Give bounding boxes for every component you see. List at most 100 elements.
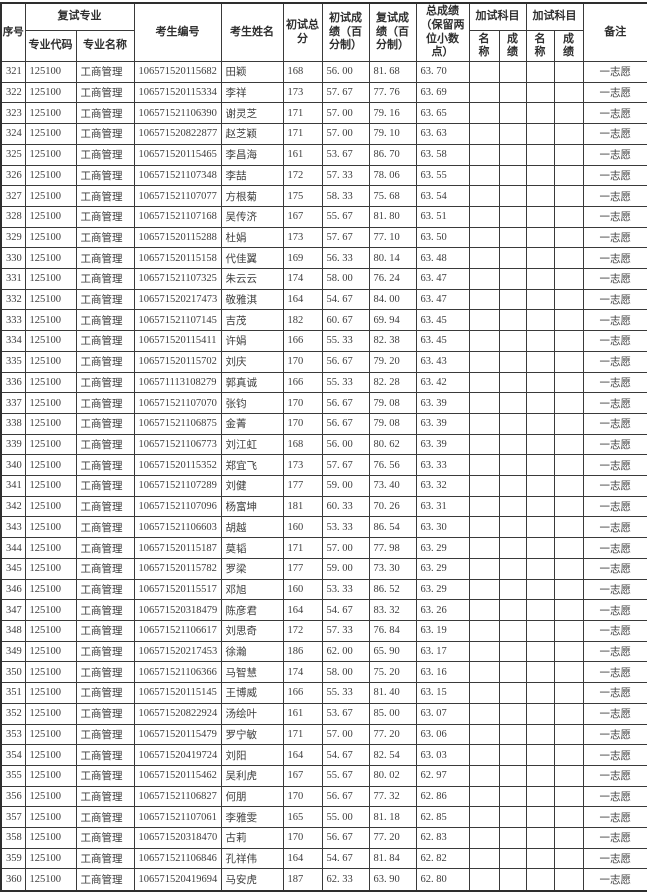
remark-cell: 一志愿 xyxy=(582,495,647,518)
header-extra-subject-group-1: 加试科目 xyxy=(468,2,527,32)
table-row: 334 125100 工商管理 106571520115411 许娟 166 55. 33 8… xyxy=(0,330,647,352)
row-no-cell: 332 xyxy=(0,288,26,311)
extra2-name-cell xyxy=(525,123,555,145)
remark-cell: 一志愿 xyxy=(582,640,647,663)
candidate-id-cell: 106571521106875 xyxy=(133,412,222,435)
extra1-name-cell xyxy=(468,702,500,725)
extra2-name-cell xyxy=(525,516,555,539)
initial-score-cell: 56. 00 xyxy=(321,433,370,456)
candidate-id-cell: 106571521107325 xyxy=(133,268,222,290)
extra1-score-cell xyxy=(498,226,527,249)
major-code-cell: 125100 xyxy=(24,81,77,104)
initial-total-cell: 173 xyxy=(282,226,323,249)
candidate-id-cell: 106571521106773 xyxy=(133,433,222,456)
header-major-name: 专业名称 xyxy=(75,30,135,62)
extra2-name-cell xyxy=(525,454,555,477)
candidate-name-cell: 王博威 xyxy=(220,682,284,704)
extra2-score-cell xyxy=(553,309,584,332)
remark-cell: 一志愿 xyxy=(582,475,647,497)
row-no-cell: 342 xyxy=(0,495,26,518)
extra2-name-cell xyxy=(525,371,555,394)
retest-score-cell: 78. 06 xyxy=(368,164,417,187)
retest-score-cell: 81. 68 xyxy=(368,61,417,83)
remark-cell: 一志愿 xyxy=(582,744,647,766)
candidate-name-cell: 李雅雯 xyxy=(220,806,284,829)
extra2-name-cell xyxy=(525,785,555,808)
initial-total-cell: 182 xyxy=(282,309,323,332)
row-no-cell: 340 xyxy=(0,454,26,477)
extra2-name-cell xyxy=(525,868,555,891)
initial-total-cell: 186 xyxy=(282,640,323,663)
extra1-name-cell xyxy=(468,61,500,83)
header-row-no: 序号 xyxy=(0,2,26,62)
major-code-cell: 125100 xyxy=(24,102,77,125)
major-code-cell: 125100 xyxy=(24,806,77,829)
initial-score-cell: 58. 33 xyxy=(321,185,370,207)
table-row: 337 125100 工商管理 106571521107070 张钧 170 56. 67 7… xyxy=(0,392,647,414)
retest-score-cell: 82. 28 xyxy=(368,371,417,394)
extra1-score-cell xyxy=(498,557,527,580)
table-row: 348 125100 工商管理 106571521106617 刘思奇 172 57. 33… xyxy=(0,619,647,642)
major-code-cell: 125100 xyxy=(24,744,77,766)
row-no-cell: 345 xyxy=(0,557,26,580)
row-no-cell: 347 xyxy=(0,599,26,621)
remark-cell: 一志愿 xyxy=(582,806,647,829)
extra1-name-cell xyxy=(468,371,500,394)
header-final-score: 总成绩（保留两位小数点） xyxy=(415,2,470,62)
extra2-score-cell xyxy=(553,661,584,684)
candidate-id-cell: 106571521107077 xyxy=(133,185,222,207)
extra1-name-cell xyxy=(468,557,500,580)
table-row: 347 125100 工商管理 106571520318479 陈彦君 164 54. 67… xyxy=(0,599,647,621)
row-no-cell: 326 xyxy=(0,164,26,187)
retest-score-cell: 84. 00 xyxy=(368,288,417,311)
candidate-name-cell: 郑宜飞 xyxy=(220,454,284,477)
retest-score-cell: 85. 00 xyxy=(368,702,417,725)
extra1-score-cell xyxy=(498,785,527,808)
major-code-cell: 125100 xyxy=(24,764,77,787)
extra2-score-cell xyxy=(553,185,584,207)
final-score-cell: 62. 82 xyxy=(415,847,470,870)
initial-score-cell: 55. 00 xyxy=(321,806,370,829)
retest-score-cell: 86. 54 xyxy=(368,516,417,539)
initial-total-cell: 187 xyxy=(282,868,323,891)
retest-score-cell: 76. 84 xyxy=(368,619,417,642)
row-no-cell: 331 xyxy=(0,268,26,290)
header-extra1-score-label: 成绩 xyxy=(507,32,518,58)
header-extra2-name: 名称 xyxy=(525,30,555,62)
final-score-cell: 63. 42 xyxy=(415,371,470,394)
remark-cell: 一志愿 xyxy=(582,682,647,704)
table-row: 325 125100 工商管理 106571520115465 李昌海 161 53. 67… xyxy=(0,143,647,166)
final-score-cell: 63. 54 xyxy=(415,185,470,207)
extra1-score-cell xyxy=(498,599,527,621)
extra2-score-cell xyxy=(553,619,584,642)
candidate-id-cell: 106571521106617 xyxy=(133,619,222,642)
remark-cell: 一志愿 xyxy=(582,61,647,83)
initial-total-cell: 167 xyxy=(282,764,323,787)
final-score-cell: 63. 58 xyxy=(415,143,470,166)
major-code-cell: 125100 xyxy=(24,516,77,539)
table-row: 339 125100 工商管理 106571521106773 刘江虹 168 56. 00… xyxy=(0,433,647,456)
extra1-score-cell xyxy=(498,702,527,725)
candidate-name-cell: 吴传济 xyxy=(220,205,284,228)
row-no-cell: 321 xyxy=(0,61,26,83)
candidate-name-cell: 张钧 xyxy=(220,392,284,414)
extra1-name-cell xyxy=(468,247,500,270)
final-score-cell: 63. 39 xyxy=(415,392,470,414)
remark-cell: 一志愿 xyxy=(582,81,647,104)
table-row: 350 125100 工商管理 106571521106366 马智慧 174 58. 00… xyxy=(0,661,647,684)
initial-total-cell: 170 xyxy=(282,827,323,849)
table-row: 331 125100 工商管理 106571521107325 朱云云 174 58. 00… xyxy=(0,268,647,290)
extra1-name-cell xyxy=(468,392,500,414)
header-extra2-score-label: 成绩 xyxy=(563,32,574,58)
extra2-score-cell xyxy=(553,682,584,704)
major-code-cell: 125100 xyxy=(24,682,77,704)
candidate-name-cell: 许娟 xyxy=(220,330,284,352)
retest-score-cell: 65. 90 xyxy=(368,640,417,663)
major-name-cell: 工商管理 xyxy=(75,81,135,104)
retest-score-cell: 73. 40 xyxy=(368,475,417,497)
final-score-cell: 63. 16 xyxy=(415,661,470,684)
initial-score-cell: 57. 67 xyxy=(321,226,370,249)
extra2-name-cell xyxy=(525,288,555,311)
remark-cell: 一志愿 xyxy=(582,723,647,746)
table-row: 324 125100 工商管理 106571520822877 赵芝颖 171 57. 00… xyxy=(0,123,647,145)
